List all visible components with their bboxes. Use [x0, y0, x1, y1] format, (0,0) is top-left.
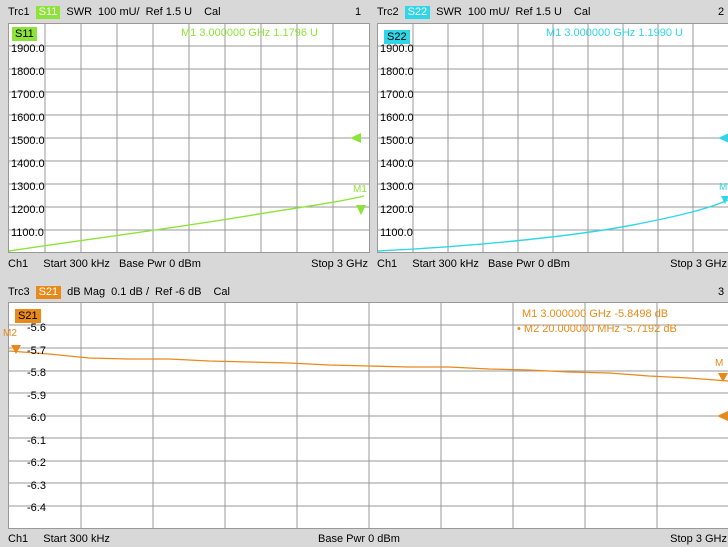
- trc1-ytick: 1200.0: [11, 204, 45, 216]
- trc1-ytick: 1800.0: [11, 66, 45, 78]
- trc3-m2-triangle: [11, 345, 21, 354]
- trc1-marker-triangle: [356, 205, 366, 215]
- trc1-ytick: 1300.0: [11, 181, 45, 193]
- trc3-m2-label: M2: [3, 328, 17, 339]
- trc3-plot[interactable]: S21 M1 3.000000 GHz -5.8498 dB • M2 20.0…: [3, 302, 728, 529]
- trc3-footer-start: Start 300 kHz: [43, 533, 110, 545]
- trc2-marker-triangle: [721, 196, 728, 204]
- trc2-number: 2: [718, 6, 725, 18]
- trc2-ref-arrow: [718, 133, 728, 143]
- trc2-ytick: 1600.0: [380, 112, 414, 124]
- trc2-footer: Ch1 Start 300 kHz Base Pwr 0 dBm Stop 3 …: [377, 256, 727, 272]
- trc3-m1-readout: M1 3.000000 GHz -5.8498 dB: [522, 308, 669, 320]
- trc3-ytick: -6.1: [27, 434, 46, 447]
- trc1-name: Trc1: [8, 6, 30, 18]
- trc3-m1-triangle: [718, 373, 728, 382]
- trc3-ytick: -5.9: [27, 389, 46, 402]
- trc3-ref: Ref -6 dB: [155, 286, 202, 298]
- trc2-ytick: 1300.0: [380, 181, 414, 193]
- trc1-footer-pwr: Base Pwr 0 dBm: [118, 258, 201, 270]
- trc1-grid: [9, 24, 369, 252]
- trc3-ytick: -6.0: [27, 412, 46, 424]
- trc1-header[interactable]: Trc1 S11 SWR 100 mU/Ref 1.5 U Cal: [8, 4, 227, 20]
- trc1-marker-readout: M1 3.000000 GHz 1.1796 U: [181, 27, 318, 39]
- trc1-ytick: 1100.0: [11, 227, 44, 239]
- trc3-footer-stop: Stop 3 GHz: [670, 533, 727, 545]
- trc3-ytick: -5.7: [27, 344, 46, 357]
- trc3-ytick: -5.6: [27, 322, 46, 334]
- trc3-trace: [9, 350, 728, 382]
- trc2-yticks: 1900.0 1800.0 1700.0 1600.0 1500.0 1400.…: [378, 38, 414, 245]
- trc3-header[interactable]: Trc3 S21 dB Mag 0.1 dB / Ref -6 dB Cal: [8, 284, 236, 300]
- trc3-tag[interactable]: S21: [15, 309, 41, 323]
- trc2-header[interactable]: Trc2 S22 SWR 100 mU/Ref 1.5 U Cal: [377, 4, 596, 20]
- trc1-footer: Ch1 Start 300 kHz Base Pwr 0 dBm Stop 3 …: [8, 256, 368, 272]
- trc2-scale: 100 mU/: [467, 6, 510, 18]
- trc3-badge[interactable]: S21: [35, 286, 62, 299]
- trc2-ytick: 1700.0: [380, 89, 414, 101]
- trc2-plot[interactable]: S22 M1 3.000000 GHz 1.1990 U M 1900.0 18…: [377, 23, 728, 253]
- trc1-cal: Cal: [204, 6, 221, 18]
- trc2-marker-label: M: [719, 182, 728, 193]
- trc2-format: SWR: [436, 6, 462, 18]
- trc1-ytick: 1900.0: [11, 43, 45, 55]
- trc1-footer-start: Start 300 kHz: [43, 258, 110, 270]
- trc2-grid: [378, 24, 728, 252]
- trc3-ytick: -6.2: [27, 457, 46, 469]
- trc2-footer-pwr: Base Pwr 0 dBm: [487, 258, 570, 270]
- trc3-ytick: -6.3: [27, 479, 46, 492]
- trc2-cal: Cal: [573, 6, 591, 18]
- trc2-badge[interactable]: S22: [404, 6, 431, 19]
- trc2-ytick: 1100.0: [380, 227, 413, 239]
- trc2-ytick: 1400.0: [380, 158, 414, 170]
- trc2-ytick: 1900.0: [380, 43, 414, 55]
- trc1-tag[interactable]: S11: [12, 27, 37, 41]
- trc3-scale: 0.1 dB /: [111, 286, 150, 298]
- trc1-scale: 100 mU/: [98, 6, 140, 18]
- trc1-marker-label: M1: [353, 184, 367, 195]
- trc2-footer-start: Start 300 kHz: [412, 258, 479, 270]
- trc2-ytick: 1500.0: [380, 135, 414, 147]
- trc1-footer-stop: Stop 3 GHz: [311, 258, 368, 270]
- trc1-plot[interactable]: S11 M1 3.000000 GHz 1.1796 U M1 1900.0 1…: [8, 23, 370, 253]
- trc3-ytick: -6.4: [27, 502, 46, 514]
- trc1-format: SWR: [66, 6, 93, 18]
- trc3-footer-channel: Ch1: [8, 533, 29, 545]
- trc3-m1-label: M: [715, 358, 724, 369]
- trc2-name: Trc2: [377, 6, 399, 18]
- trc2-ytick: 1800.0: [380, 66, 414, 78]
- trc3-name: Trc3: [8, 286, 30, 298]
- trc3-m2-readout: • M2 20.000000 MHz -5.7192 dB: [517, 323, 677, 335]
- trc1-ref: Ref 1.5 U: [145, 6, 193, 18]
- trc3-format: dB Mag: [67, 286, 106, 298]
- trc2-trace: [378, 199, 728, 252]
- trc2-ytick: 1200.0: [380, 204, 414, 216]
- trc1-ytick: 1500.0: [11, 135, 45, 147]
- trc1-ytick: 1400.0: [11, 158, 45, 170]
- trc3-ref-arrow: [717, 411, 728, 421]
- trc2-footer-stop: Stop 3 GHz: [670, 258, 727, 270]
- trc3-grid: [9, 303, 728, 528]
- trc1-yticks: 1900.0 1800.0 1700.0 1600.0 1500.0 1400.…: [9, 38, 45, 245]
- trc2-footer-channel: Ch1: [377, 258, 398, 270]
- trc2-ref: Ref 1.5 U: [515, 6, 562, 18]
- trc1-number: 1: [355, 6, 362, 18]
- trc2-tag[interactable]: S22: [384, 30, 410, 44]
- trc3-footer: Ch1 Start 300 kHz Base Pwr 0 dBm Stop 3 …: [8, 531, 727, 547]
- trc2-marker-readout: M1 3.000000 GHz 1.1990 U: [546, 27, 683, 39]
- trc3-ytick: -5.8: [27, 367, 46, 379]
- trc1-ref-arrow: [350, 133, 361, 143]
- trc3-yticks: -5.6 -5.7 -5.8 -5.9 -6.0 -6.1 -6.2 -6.3 …: [9, 317, 46, 520]
- trc3-cal: Cal: [213, 286, 230, 298]
- trc1-trace: [9, 195, 365, 252]
- trc3-footer-pwr: Base Pwr 0 dBm: [318, 533, 400, 545]
- trc3-number: 3: [718, 286, 725, 298]
- trc1-ytick: 1700.0: [11, 89, 45, 101]
- trc1-badge[interactable]: S11: [35, 6, 61, 19]
- trc1-footer-channel: Ch1: [8, 258, 29, 270]
- trc1-ytick: 1600.0: [11, 112, 45, 124]
